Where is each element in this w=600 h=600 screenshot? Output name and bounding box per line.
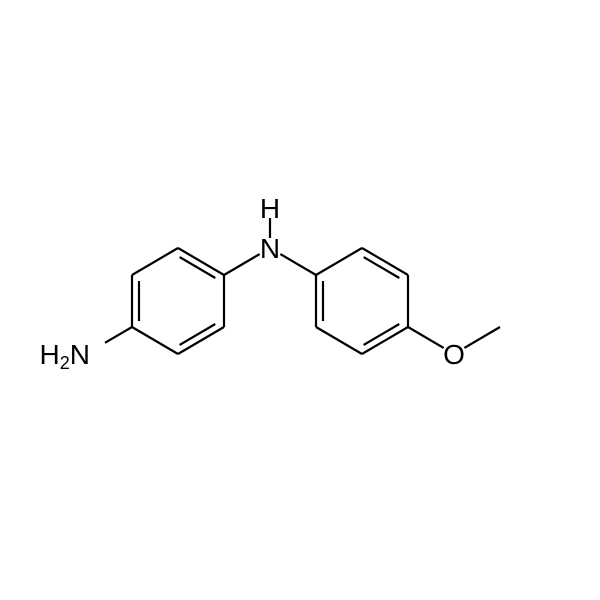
bond [132, 327, 178, 354]
bond [280, 254, 316, 275]
atom-label-layer: H2N NH O [40, 193, 465, 372]
chemical-structure-diagram: H2N NH O [0, 0, 600, 600]
n-label: N [260, 233, 280, 264]
o-label: O [443, 339, 465, 370]
bond [362, 327, 408, 354]
bond [408, 327, 444, 348]
bond [178, 327, 224, 354]
bond-layer [105, 218, 500, 354]
bond [132, 248, 178, 275]
bond [316, 248, 362, 275]
bond [105, 327, 132, 343]
amine-nh2-label: H2N [40, 339, 90, 373]
bond [316, 327, 362, 354]
bond [362, 248, 408, 275]
bond [464, 327, 500, 348]
h-label: H [260, 193, 280, 224]
bond [224, 254, 260, 275]
bond [178, 248, 224, 275]
